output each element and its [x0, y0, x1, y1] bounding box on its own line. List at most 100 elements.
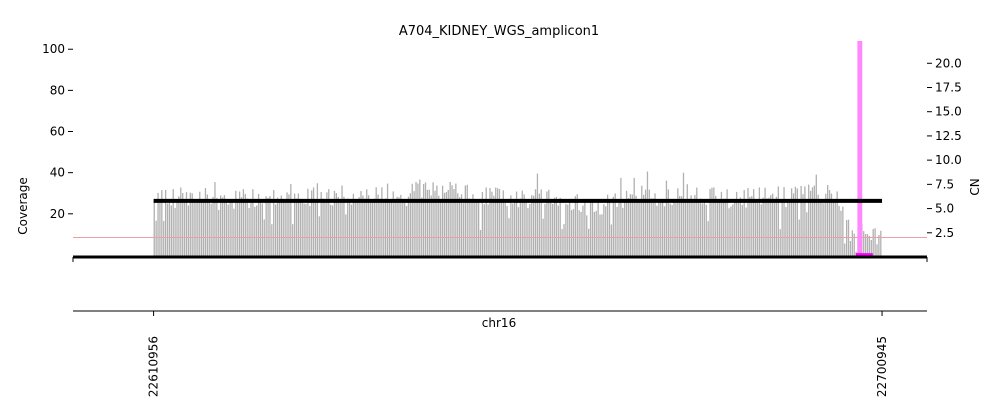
coverage-bar: [874, 228, 876, 257]
coverage-bar: [798, 219, 800, 257]
coverage-bar: [248, 208, 250, 257]
coverage-bar: [741, 204, 743, 257]
coverage-bar: [237, 198, 239, 257]
coverage-bar: [229, 200, 231, 257]
coverage-bar: [483, 204, 485, 257]
coverage-bar: [250, 202, 252, 257]
coverage-bar: [652, 198, 654, 257]
coverage-bar: [153, 201, 155, 257]
coverage-bar: [413, 191, 415, 257]
coverage-bar: [161, 190, 163, 257]
coverage-bar: [515, 191, 518, 257]
coverage-bar: [726, 189, 728, 257]
coverage-bar: [347, 198, 349, 257]
coverage-bar: [563, 224, 565, 257]
coverage-bar: [443, 192, 446, 257]
coverage-bar: [405, 206, 408, 257]
coverage-bar: [667, 189, 669, 257]
coverage-bar: [462, 203, 465, 257]
coverage-bar: [221, 197, 224, 257]
coverage-bar: [157, 192, 159, 257]
coverage-bar: [371, 200, 374, 257]
coverage-bar: [180, 187, 182, 257]
coverage-bar: [210, 203, 212, 257]
coverage-bar: [176, 201, 178, 257]
coverage-bar: [502, 190, 504, 257]
coverage-bar: [671, 205, 673, 257]
coverage-bar: [840, 210, 842, 257]
coverage-bar: [256, 205, 258, 257]
coverage-bar: [772, 193, 774, 257]
y2-tick-label: 15.0: [935, 105, 962, 119]
coverage-bar: [500, 199, 503, 257]
coverage-bar: [878, 234, 880, 257]
coverage-bar: [218, 209, 220, 257]
coverage-bar: [293, 193, 296, 257]
coverage-bar: [422, 184, 425, 257]
coverage-bar: [586, 215, 588, 257]
coverage-bars: [153, 171, 882, 257]
coverage-bar: [796, 188, 798, 257]
coverage-bar: [201, 201, 203, 257]
coverage-bar: [853, 233, 855, 257]
coverage-bar: [550, 199, 552, 257]
coverage-bar: [191, 193, 193, 257]
coverage-bar: [324, 201, 326, 257]
coverage-bar: [174, 207, 176, 257]
coverage-bar: [411, 183, 413, 257]
coverage-bar: [665, 180, 668, 257]
x-axis-label: chr16: [482, 316, 516, 330]
coverage-bar: [415, 181, 417, 257]
coverage-bar: [643, 194, 645, 257]
coverage-bar: [722, 199, 724, 257]
coverage-bar: [639, 200, 641, 257]
coverage-bar: [506, 205, 508, 257]
coverage-bar: [557, 205, 559, 257]
coverage-bar: [551, 203, 554, 257]
coverage-bar: [730, 206, 732, 257]
coverage-bar: [703, 202, 706, 257]
coverage-bar: [699, 198, 702, 257]
coverage-bar: [800, 185, 802, 257]
coverage-bar: [540, 189, 542, 257]
coverage-bar: [766, 198, 768, 257]
coverage-bar: [246, 198, 248, 257]
coverage-bar: [582, 205, 584, 257]
coverage-bar: [836, 191, 838, 257]
coverage-bar: [679, 196, 681, 257]
coverage-bar: [669, 203, 671, 257]
coverage-bar: [616, 206, 618, 257]
coverage-bar: [567, 204, 569, 257]
coverage-bar: [159, 198, 161, 257]
coverage-bar: [470, 200, 472, 257]
coverage-bar: [534, 189, 537, 257]
coverage-bar: [195, 202, 197, 257]
coverage-bar: [682, 172, 685, 257]
coverage-bar: [322, 198, 324, 257]
coverage-bar: [403, 198, 406, 257]
coverage-bar: [459, 197, 461, 257]
coverage-bar: [343, 196, 345, 257]
coverage-bar: [496, 188, 499, 257]
coverage-bar: [290, 183, 292, 257]
coverage-bar: [197, 201, 199, 257]
coverage-bar: [842, 206, 844, 257]
coverage-bar: [337, 196, 339, 257]
coverage-bar: [622, 207, 624, 257]
coverage-bar: [231, 202, 233, 257]
coverage-bar: [276, 197, 279, 257]
coverage-bar: [717, 199, 719, 257]
coverage-bar: [830, 193, 833, 257]
coverage-bar: [608, 200, 611, 257]
coverage-bar: [183, 199, 186, 257]
coverage-bar: [808, 184, 810, 257]
coverage-bar: [633, 177, 635, 257]
y-tick-label: 40: [50, 166, 65, 180]
coverage-bar: [794, 186, 797, 257]
coverage-bar: [760, 204, 762, 257]
coverage-bar: [694, 195, 696, 257]
coverage-bar: [432, 182, 434, 257]
coverage-bar: [718, 200, 721, 257]
coverage-bar: [219, 195, 222, 257]
coverage-bar: [238, 191, 241, 257]
